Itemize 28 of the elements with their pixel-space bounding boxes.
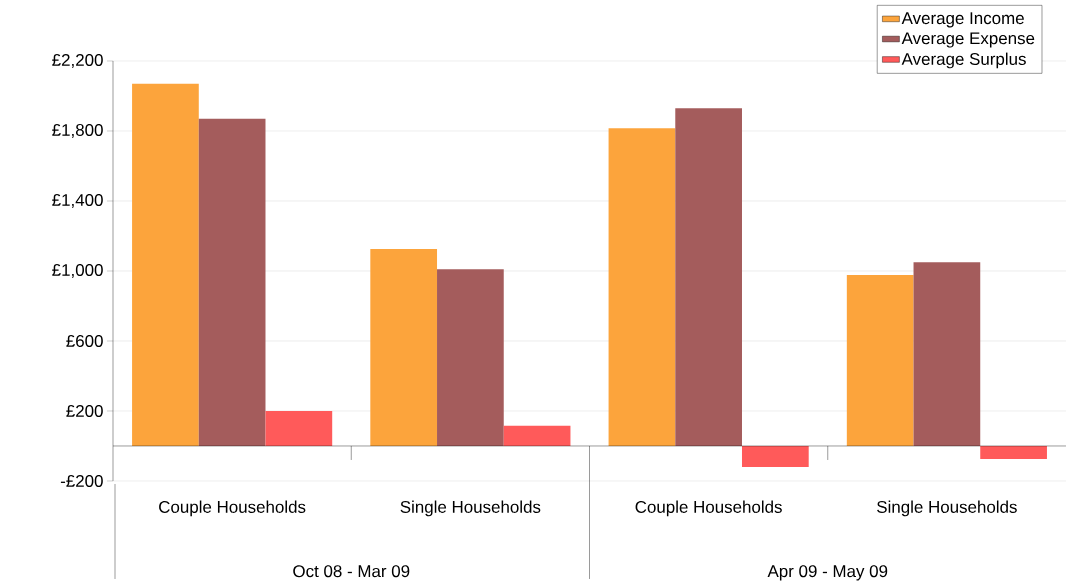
- bar: [608, 128, 676, 446]
- bar: [913, 262, 981, 446]
- x-tick-label: Single Households: [877, 500, 1017, 517]
- y-tick-label: £2,200: [52, 53, 103, 68]
- bar: [980, 445, 1047, 460]
- bar: [846, 275, 914, 446]
- y-tick-label: £200: [66, 404, 103, 417]
- y-tick-label: £1,000: [52, 263, 103, 278]
- x-tick-label: Single Households: [400, 500, 541, 517]
- x-tick-label: Couple Households: [635, 500, 782, 517]
- legend-label: Average Surplus: [901, 52, 1026, 69]
- bar: [265, 410, 333, 446]
- y-tick-label: £1,800: [52, 123, 103, 138]
- y-tick-label: -£200: [60, 474, 103, 487]
- bar: [503, 425, 571, 446]
- text: Apr 09 - May 09: [767, 565, 888, 581]
- bar: [675, 108, 742, 446]
- bar: [370, 249, 438, 446]
- bar: [198, 118, 266, 446]
- bar: [132, 83, 199, 446]
- legend-label: Average Expense: [901, 32, 1035, 48]
- bar: [741, 445, 809, 467]
- y-tick-label: £600: [66, 334, 103, 347]
- legend-label: Average Income: [901, 12, 1024, 28]
- bar: [437, 269, 504, 446]
- text: Oct 08 - Mar 09: [293, 565, 410, 578]
- x-tick-label: Couple Households: [159, 500, 306, 517]
- y-tick-label: £1,400: [52, 193, 103, 208]
